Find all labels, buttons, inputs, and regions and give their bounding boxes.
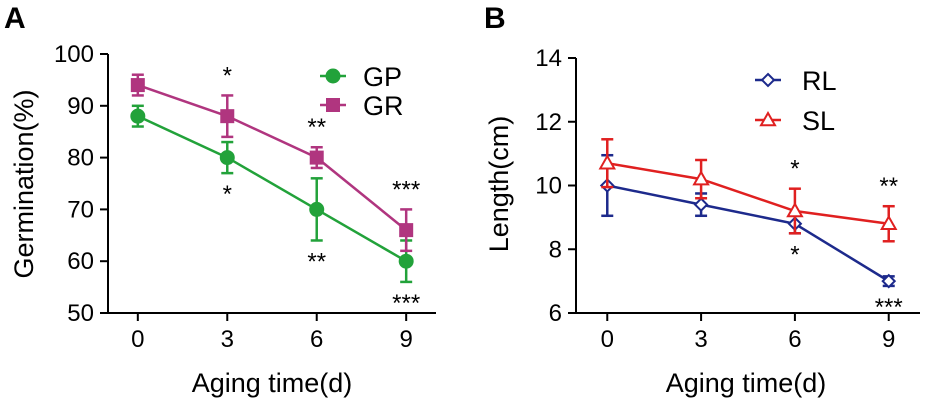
panel-b-x-tick-label: 6 (788, 326, 801, 353)
panel-a-legend-label: GR (363, 91, 404, 121)
panel-b-x-tick-label: 0 (601, 326, 614, 353)
panel-a-legend-marker (326, 98, 340, 112)
panel-a-legend-item-gr: GR (320, 91, 404, 121)
panel-b-series: ******* (598, 138, 903, 321)
panel-b-series-rl-point (693, 197, 709, 213)
panel-b-series-rl-significance-label: *** (875, 294, 903, 321)
panel-a-y-tick-label: 50 (67, 300, 94, 327)
panel-a-axes: 50 60 70 80 90 100 0 3 6 9 (54, 41, 436, 353)
panel-b-x-tick-label: 9 (882, 326, 895, 353)
panel-b-x-tick-label: 3 (694, 326, 707, 353)
panel-b-y-tick-label: 10 (535, 173, 562, 200)
panel-b-series-sl-significance-label: ** (879, 173, 898, 200)
panel-b-y-tick-label: 12 (535, 109, 562, 136)
panel-a-series-gr-point (130, 78, 145, 93)
panel-b-series-sl-point (598, 154, 616, 170)
panel-a-x-tick-label: 9 (400, 326, 413, 353)
panel-a-x-tick-label: 0 (131, 326, 144, 353)
panel-a-legend-item-gp: GP (320, 62, 402, 92)
panel-b-label: B (484, 2, 506, 35)
panel-a-x-tick-label: 3 (221, 326, 234, 353)
panel-a-y-tick-label: 60 (67, 248, 94, 275)
panel-b-legend-item-rl: RL (755, 66, 837, 96)
panel-b-y-tick-label: 14 (535, 45, 562, 72)
panel-a-series: ************ (130, 62, 420, 317)
panel-a-series-gr-significance-label: ** (307, 114, 326, 141)
panel-a-series-gr-point (220, 109, 235, 124)
panel-a-y-tick-label: 80 (67, 145, 94, 172)
panel-a-series-gp-point (219, 150, 235, 166)
panel-a-series-gr-point (309, 150, 324, 165)
panel-b-series-rl-point (881, 273, 897, 289)
panel-a-series-gr-line (137, 83, 407, 232)
panel-b-series-rl-significance-label: * (790, 241, 799, 268)
panel-a-series-gr-significance-label: *** (392, 176, 420, 203)
panel-a-y-tick-label: 100 (54, 41, 94, 68)
panel-a-label: A (4, 2, 26, 35)
panel-b-series-rl-line (607, 184, 890, 283)
panel-b-series-rl: **** (599, 153, 903, 321)
panel-b-series-sl-significance-label: * (790, 156, 799, 183)
panel-b-legend-item-sl: SL (755, 106, 835, 136)
panel-b-legend-label: RL (802, 66, 837, 96)
panel-a-series-gr: ****** (130, 62, 420, 253)
panel-b-series-sl-line (607, 161, 889, 225)
panel-b-series-sl-point (786, 201, 804, 218)
panel-b-axes: 6 8 10 12 14 0 3 6 9 (535, 45, 920, 353)
panel-b-legend: RL SL (755, 66, 837, 136)
panel-a-legend-marker (325, 68, 341, 84)
panel-b-legend-marker (760, 72, 776, 88)
panel-b-x-axis-title: Aging time(d) (666, 368, 827, 398)
panel-a-series-gp-point (130, 108, 146, 124)
panel-b-y-tick-label: 8 (549, 236, 562, 263)
panel-a-y-axis-title: Germination(%) (9, 89, 39, 278)
panel-a-series-gp-significance-label: * (223, 181, 232, 208)
panel-a-y-tick-label: 90 (67, 93, 94, 120)
panel-b-series-sl-point (692, 170, 710, 186)
panel-a-series-gr-significance-label: * (223, 62, 232, 89)
panel-b-series-sl-point (880, 214, 898, 230)
panel-a-y-tick-label: 70 (67, 196, 94, 223)
panel-b-legend-label: SL (802, 106, 835, 136)
panel-a-series-gp-significance-label: *** (392, 290, 420, 317)
panel-b-legend-marker (759, 110, 777, 127)
panel-a-x-tick-label: 6 (310, 326, 323, 353)
panel-a-series-gr-point (399, 223, 414, 238)
panel-a-series-gp-significance-label: ** (307, 248, 326, 275)
panel-a-series-gp-point (309, 201, 325, 217)
panel-a-series-gp-line (137, 115, 407, 263)
panel-b-y-tick-label: 6 (549, 300, 562, 327)
panel-a-series-gp-point (398, 253, 414, 269)
panel-a-x-axis-title: Aging time(d) (192, 368, 353, 398)
panel-b-y-axis-title: Length(cm) (484, 116, 514, 253)
panel-b-series-sl: *** (598, 138, 898, 243)
panel-a-series-gp: ****** (130, 104, 420, 317)
panel-a-legend-label: GP (363, 62, 402, 92)
